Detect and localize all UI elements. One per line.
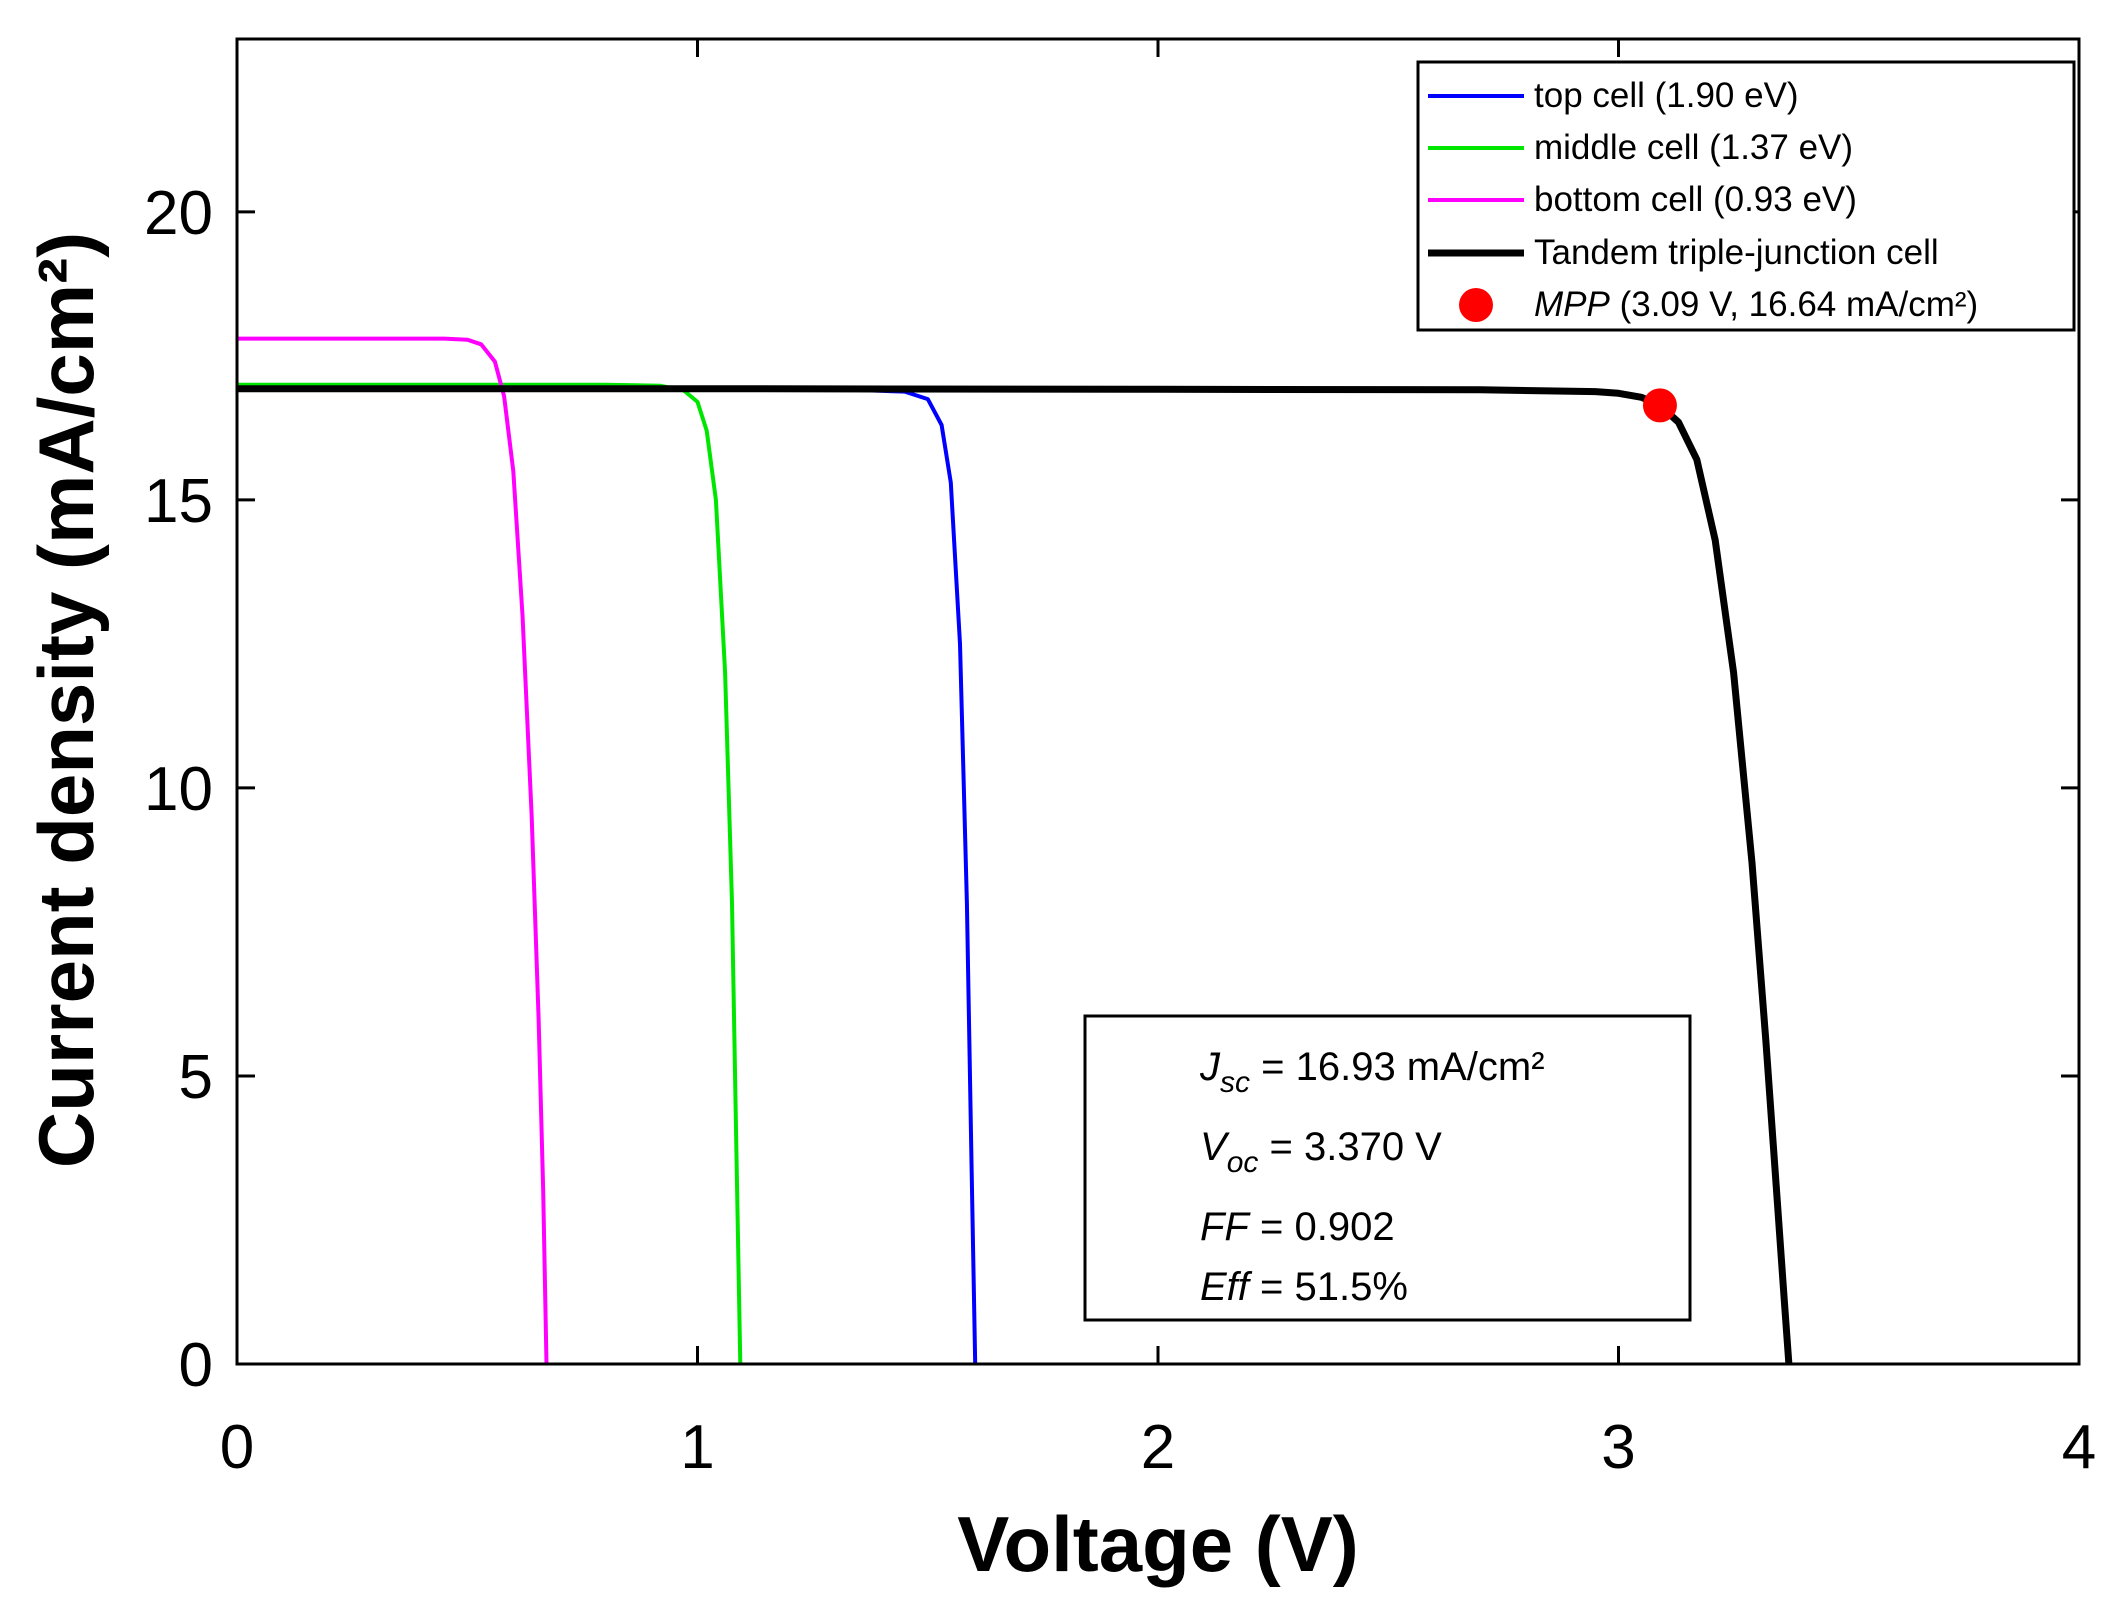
annotation-eff: Eff = 51.5%	[1200, 1265, 1408, 1309]
x-axis-label: Voltage (V)	[957, 1500, 1359, 1588]
legend-mpp-italic: MPP	[1534, 285, 1611, 324]
x-tick-label: 1	[680, 1413, 714, 1482]
annotation-box	[1083, 1014, 1692, 1322]
annotation-ff: FF = 0.902	[1200, 1205, 1395, 1249]
jsc-symbol: J	[1199, 1045, 1221, 1089]
voc-value: = 3.370 V	[1258, 1125, 1442, 1169]
y-tick-label: 5	[179, 1043, 213, 1112]
y-tick-label: 0	[179, 1331, 213, 1400]
jsc-subscript: sc	[1220, 1066, 1250, 1099]
series-line-tandem-triple-junction-cell	[237, 385, 1793, 1365]
y-tick-label: 15	[144, 467, 213, 536]
annotation-voc: Voc = 3.370 V	[1200, 1125, 1442, 1179]
legend-label-top-cell: top cell (1.90 eV)	[1534, 76, 1799, 115]
legend-label-middle-cell: middle cell (1.37 eV)	[1534, 128, 1853, 167]
ff-value: = 0.902	[1249, 1205, 1395, 1249]
mpp-marker	[1642, 388, 1677, 423]
series-line-bottom-cell-0-93-ev	[237, 336, 549, 1365]
legend-swatch-mpp	[1459, 288, 1493, 322]
ff-symbol: FF	[1200, 1205, 1251, 1249]
voc-symbol: V	[1200, 1125, 1230, 1169]
y-axis-label: Current density (mA/cm²)	[22, 232, 110, 1168]
legend: top cell (1.90 eV) middle cell (1.37 eV)…	[1416, 60, 2076, 332]
x-tick-label: 0	[220, 1413, 254, 1482]
y-tick-label: 10	[144, 755, 213, 824]
eff-symbol: Eff	[1200, 1265, 1253, 1309]
legend-label-tandem-cell: Tandem triple-junction cell	[1534, 233, 1939, 272]
jsc-value: = 16.93 mA/cm²	[1250, 1045, 1545, 1089]
y-tick-label: 20	[144, 179, 213, 248]
legend-box	[1416, 60, 2076, 332]
voc-subscript: oc	[1227, 1146, 1259, 1179]
x-tick-label: 2	[1141, 1413, 1175, 1482]
performance-annotation: Jsc = 16.93 mA/cm² Voc = 3.370 V FF = 0.…	[1083, 1014, 1692, 1322]
eff-value: = 51.5%	[1249, 1265, 1408, 1309]
marker-layer	[1642, 388, 1677, 423]
tick-layer: 0 1 2 3 4 0 5 10 15 20	[144, 39, 2096, 1482]
legend-label-bottom-cell: bottom cell (0.93 eV)	[1534, 180, 1857, 219]
series-line-middle-cell-1-37-ev	[237, 382, 743, 1365]
series-layer	[237, 336, 1793, 1365]
x-tick-label: 4	[2062, 1413, 2096, 1482]
legend-label-mpp: MPP (3.09 V, 16.64 mA/cm²)	[1534, 285, 1978, 324]
legend-mpp-coords: (3.09 V, 16.64 mA/cm²)	[1610, 285, 1978, 324]
annotation-jsc: Jsc = 16.93 mA/cm²	[1199, 1045, 1545, 1099]
x-tick-label: 3	[1601, 1413, 1635, 1482]
